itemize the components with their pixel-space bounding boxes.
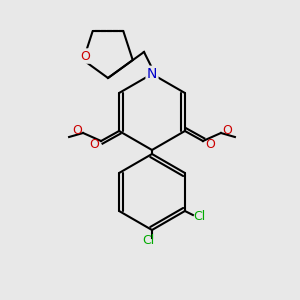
Text: O: O xyxy=(205,139,215,152)
Text: O: O xyxy=(222,124,232,137)
Text: Cl: Cl xyxy=(193,209,205,223)
Text: O: O xyxy=(72,124,82,137)
Text: O: O xyxy=(80,50,90,62)
Text: O: O xyxy=(89,139,99,152)
Text: Cl: Cl xyxy=(142,233,154,247)
Text: N: N xyxy=(147,67,157,81)
